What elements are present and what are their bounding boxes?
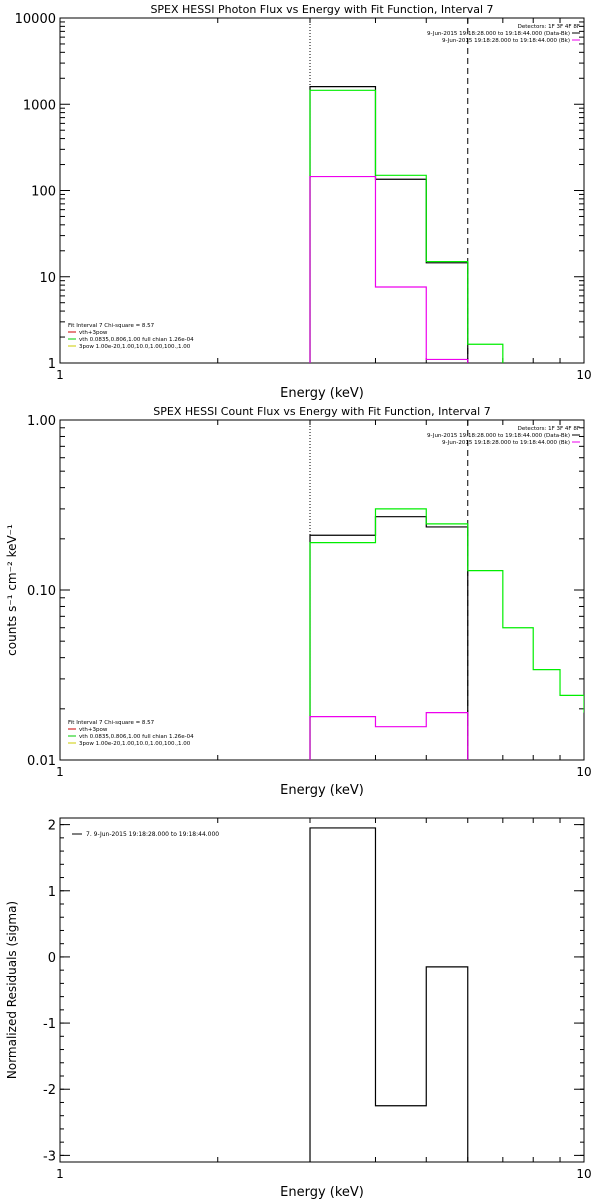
series-line-3 bbox=[309, 712, 469, 760]
x-axis-label: Energy (keV) bbox=[280, 1185, 364, 1200]
legend-bottom: Fit Interval 7 Chi-square = 8.57vth+3pow… bbox=[68, 323, 194, 350]
series-line-1 bbox=[309, 86, 469, 363]
legend-top-entry: 9-Jun-2015 19:18:28.000 to 19:18:44.000 … bbox=[427, 31, 570, 37]
y-tick-label: -3 bbox=[43, 1149, 56, 1164]
y-tick-label: -1 bbox=[43, 1017, 56, 1032]
legend-bottom-entry: 3pow 1.00e-20,1.00,10.0,1.00,100.,1.00 bbox=[79, 741, 191, 747]
legend-top-entry: Detectors: 1F 3F 4F 8F bbox=[518, 426, 580, 432]
legend-bottom: Fit Interval 7 Chi-square = 8.57vth+3pow… bbox=[68, 720, 194, 747]
legend-top-entry: 9-Jun-2015 19:18:28.000 to 19:18:44.000 … bbox=[442, 440, 570, 446]
panel-1: SPEX HESSI Photon Flux vs Energy with Fi… bbox=[15, 3, 592, 401]
legend-residual: 7. 9-Jun-2015 19:18:28.000 to 19:18:44.0… bbox=[72, 831, 219, 838]
y-tick-label: 0.10 bbox=[27, 584, 56, 599]
y-tick-label: 1 bbox=[48, 357, 56, 372]
plot-frame bbox=[59, 419, 585, 761]
y-axis-label: Normalized Residuals (sigma) bbox=[5, 901, 19, 1079]
y-tick-label: 10 bbox=[39, 271, 56, 286]
y-tick-label: 0 bbox=[48, 951, 56, 966]
legend-top: Detectors: 1F 3F 4F 8F9-Jun-2015 19:18:2… bbox=[427, 426, 580, 446]
y-tick-label: 2 bbox=[48, 819, 56, 834]
y-tick-label: 0.01 bbox=[27, 754, 56, 769]
chart-title: SPEX HESSI Count Flux vs Energy with Fit… bbox=[153, 405, 490, 418]
y-tick-label: -2 bbox=[43, 1083, 56, 1098]
legend-bottom-entry: vth 0.0835,0.806,1.00 full chian 1.26e-0… bbox=[79, 734, 194, 740]
x-axis-label: Energy (keV) bbox=[280, 783, 364, 798]
legend-bottom-header: Fit Interval 7 Chi-square = 8.57 bbox=[68, 323, 155, 329]
legend-bottom-header: Fit Interval 7 Chi-square = 8.57 bbox=[68, 720, 155, 726]
y-tick-label: 1000 bbox=[23, 98, 56, 113]
legend-top-entry: Detectors: 1F 3F 4F 8F bbox=[518, 24, 580, 30]
x-tick-label: 10 bbox=[576, 1167, 591, 1181]
chart-title: SPEX HESSI Photon Flux vs Energy with Fi… bbox=[150, 3, 493, 16]
legend-bottom-entry: 3pow 1.00e-20,1.00,10.0,1.00,100.,1.00 bbox=[79, 344, 191, 350]
y-tick-label: 10000 bbox=[15, 12, 56, 27]
y-tick-label: 100 bbox=[31, 185, 56, 200]
legend-top: Detectors: 1F 3F 4F 8F9-Jun-2015 19:18:2… bbox=[427, 24, 580, 44]
x-tick-label: 10 bbox=[576, 368, 591, 382]
x-tick-label: 1 bbox=[56, 1167, 64, 1181]
y-axis-label: counts s⁻¹ cm⁻² keV⁻¹ bbox=[5, 524, 19, 656]
legend-top-entry: 9-Jun-2015 19:18:28.000 to 19:18:44.000 … bbox=[427, 433, 570, 439]
x-tick-label: 10 bbox=[576, 765, 591, 779]
series-line-1 bbox=[309, 516, 469, 760]
series-line-3 bbox=[309, 175, 469, 363]
x-tick-label: 1 bbox=[56, 765, 64, 779]
legend-top-entry: 9-Jun-2015 19:18:28.000 to 19:18:44.000 … bbox=[442, 38, 570, 44]
panel-2: SPEX HESSI Count Flux vs Energy with Fit… bbox=[5, 405, 592, 798]
x-tick-label: 1 bbox=[56, 368, 64, 382]
panel-3: 1 10 Energy (keV) -3 -2 -1 0 1 2 Normalized Resid… bbox=[5, 817, 592, 1200]
legend-bottom-entry: vth+3pow bbox=[79, 727, 108, 733]
series-line-2 bbox=[309, 508, 584, 760]
series-line-1 bbox=[309, 827, 469, 1162]
x-axis-label: Energy (keV) bbox=[280, 386, 364, 401]
legend-bottom-entry: vth 0.0835,0.806,1.00 full chian 1.26e-0… bbox=[79, 337, 194, 343]
plot-frame bbox=[59, 817, 585, 1163]
y-tick-label: 1 bbox=[48, 885, 56, 900]
y-tick-label: 1.00 bbox=[27, 414, 56, 429]
plot-frame bbox=[59, 17, 585, 364]
legend-residual-entry: 7. 9-Jun-2015 19:18:28.000 to 19:18:44.0… bbox=[86, 831, 219, 838]
series-line-2 bbox=[309, 89, 504, 363]
legend-bottom-entry: vth+3pow bbox=[79, 330, 108, 336]
